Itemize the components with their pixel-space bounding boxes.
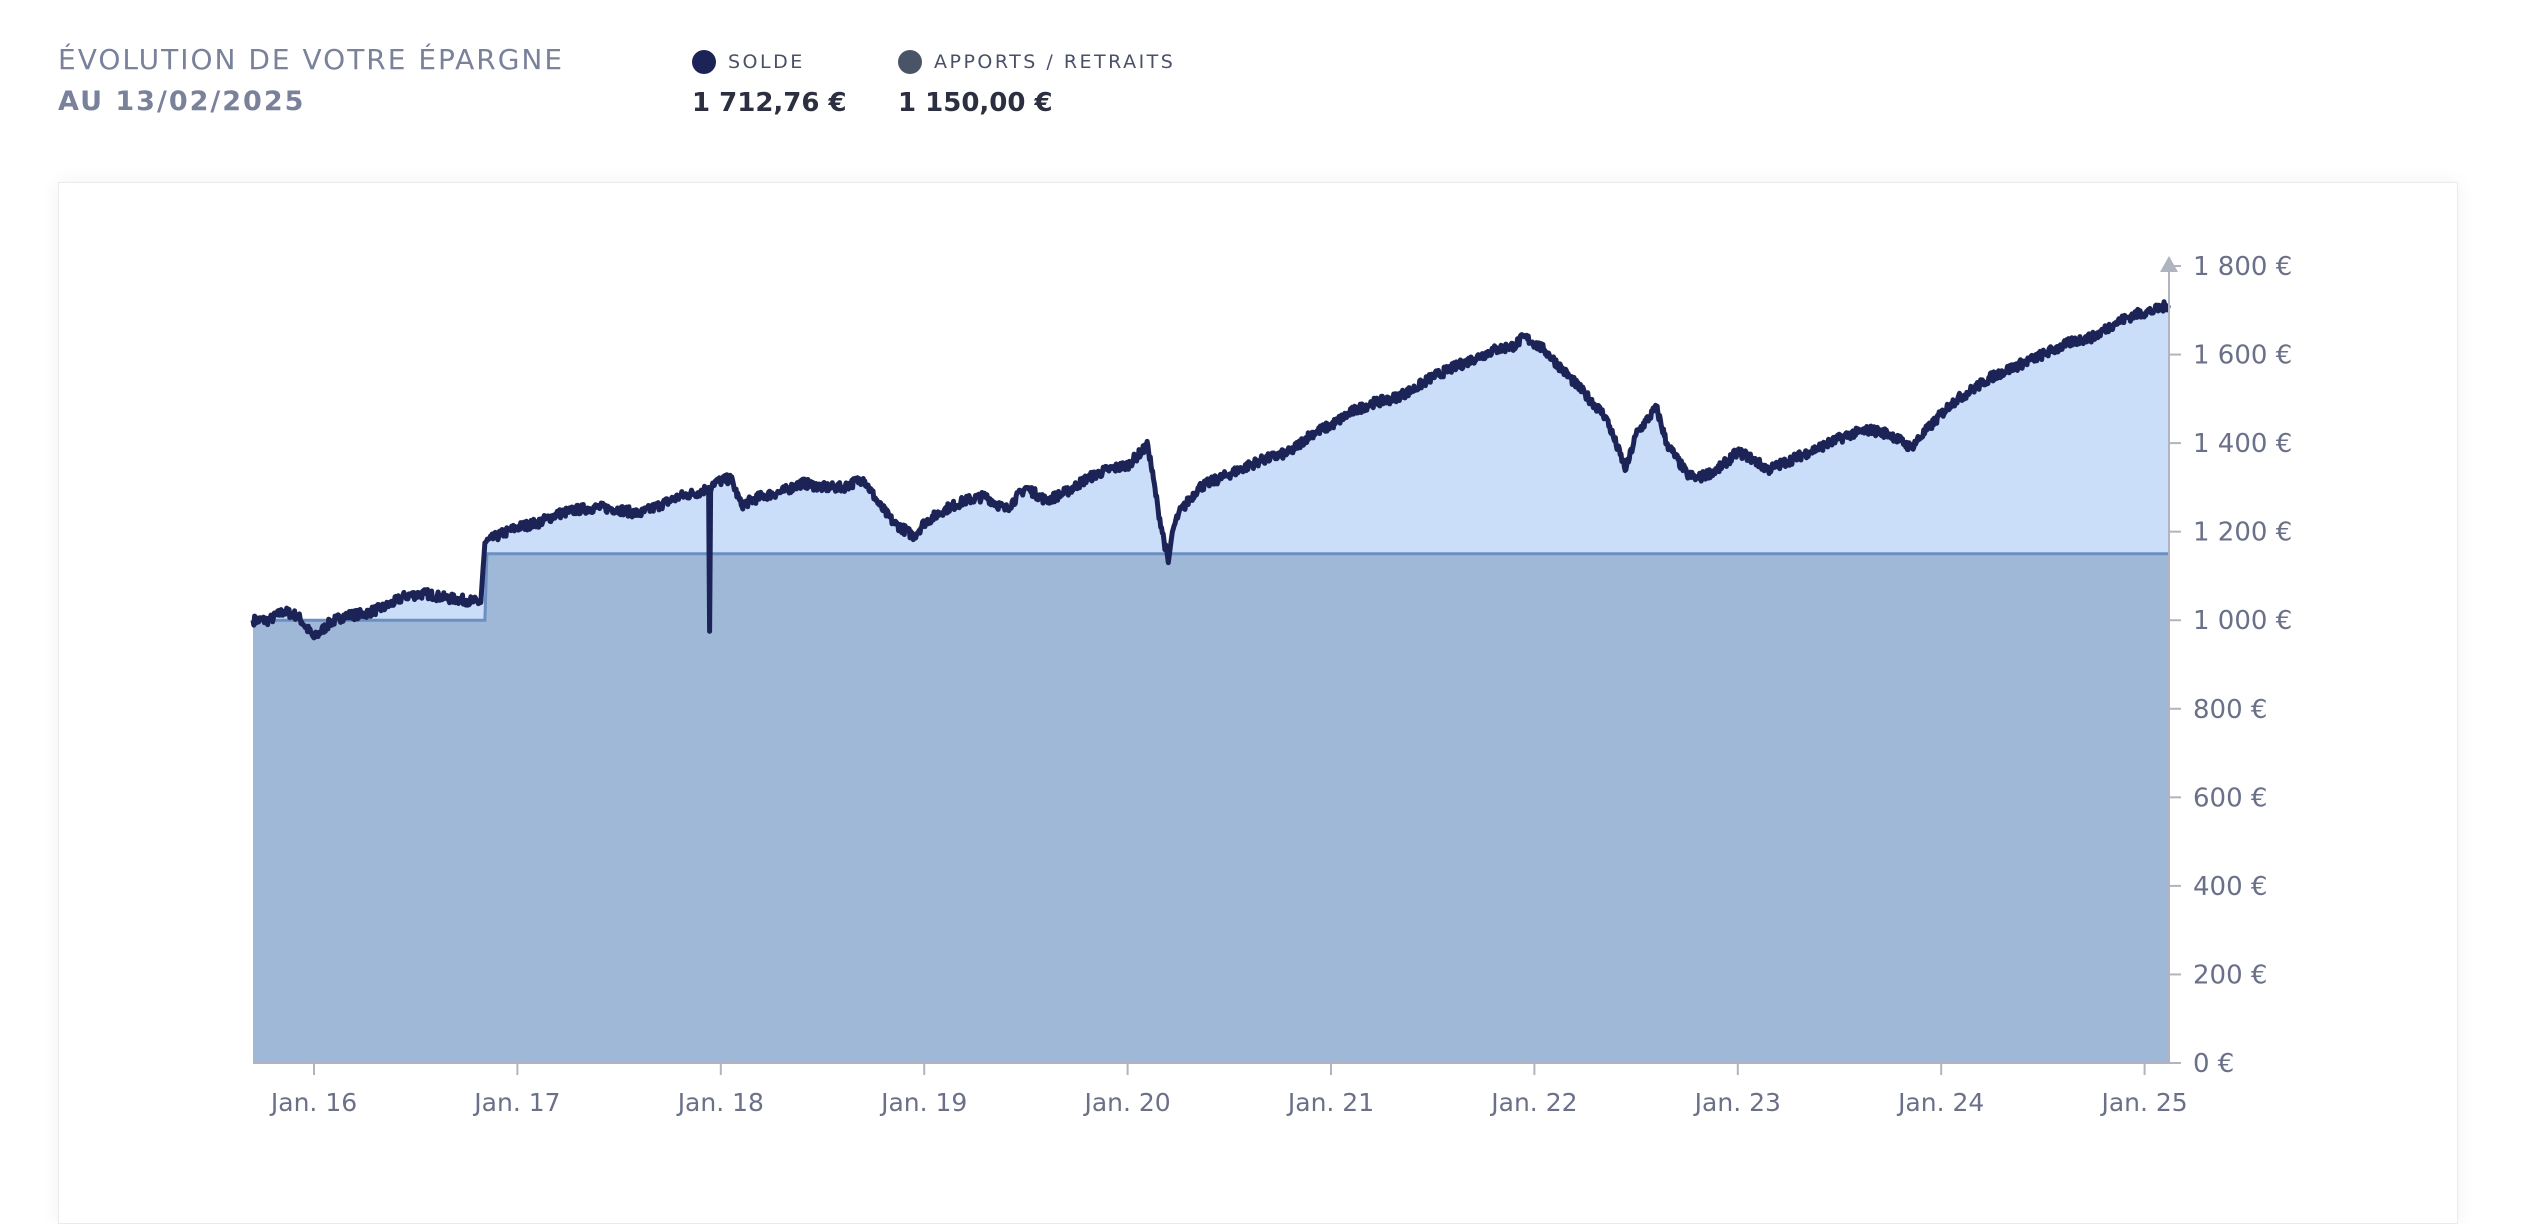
y-tick-label: 800 € <box>2193 695 2267 725</box>
x-tick-label: Jan. 21 <box>1286 1088 1374 1117</box>
x-tick-label: Jan. 20 <box>1082 1088 1170 1117</box>
x-tick-label: Jan. 19 <box>879 1088 967 1117</box>
x-tick-label: Jan. 22 <box>1489 1088 1577 1117</box>
solde-dot-icon <box>692 50 716 74</box>
legend-label-apports: APPORTS / RETRAITS <box>934 51 1176 73</box>
legend-item-apports[interactable]: APPORTS / RETRAITS 1 150,00 € <box>898 48 1175 118</box>
legend-value-solde: 1 712,76 € <box>692 88 847 118</box>
apports-dot-icon <box>898 50 922 74</box>
legend-item-solde[interactable]: SOLDE 1 712,76 € <box>692 48 847 118</box>
chart-title: ÉVOLUTION DE VOTRE ÉPARGNE <box>58 43 565 76</box>
chart-card: 0 € 200 € 400 € 600 € 800 € 1 000 € 1 200 € 1 4… <box>58 182 2458 1224</box>
x-tick-label: Jan. 25 <box>2099 1088 2187 1117</box>
title-block: ÉVOLUTION DE VOTRE ÉPARGNE AU 13/02/2025 <box>58 42 564 120</box>
y-tick-label: 1 600 € <box>2193 341 2292 371</box>
legend-value-apports: 1 150,00 € <box>898 88 1053 118</box>
y-tick-label: 400 € <box>2193 872 2267 902</box>
x-tick-label: Jan. 17 <box>472 1088 560 1117</box>
y-tick-label: 0 € <box>2193 1049 2234 1079</box>
apports-line <box>253 552 2169 622</box>
apports-area <box>253 553 2169 1063</box>
x-tick-label: Jan. 16 <box>269 1088 357 1117</box>
x-tick-label: Jan. 23 <box>1693 1088 1781 1117</box>
y-tick-label: 1 200 € <box>2193 518 2292 548</box>
x-tick-label: Jan. 18 <box>676 1088 764 1117</box>
y-tick-label: 200 € <box>2193 960 2267 990</box>
y-tick-label: 1 000 € <box>2193 606 2292 636</box>
y-tick-label: 1 800 € <box>2193 252 2292 282</box>
y-tick-label: 600 € <box>2193 783 2267 813</box>
chart-svg[interactable]: 0 € 200 € 400 € 600 € 800 € 1 000 € 1 200 € 1 4… <box>59 183 2457 1193</box>
y-axis-arrow-icon <box>2160 256 2178 272</box>
legend-label-solde: SOLDE <box>728 51 805 73</box>
y-tick-label: 1 400 € <box>2193 429 2292 459</box>
chart-date: AU 13/02/2025 <box>58 86 306 117</box>
x-tick-label: Jan. 24 <box>1896 1088 1984 1117</box>
solde-line <box>250 299 2171 641</box>
